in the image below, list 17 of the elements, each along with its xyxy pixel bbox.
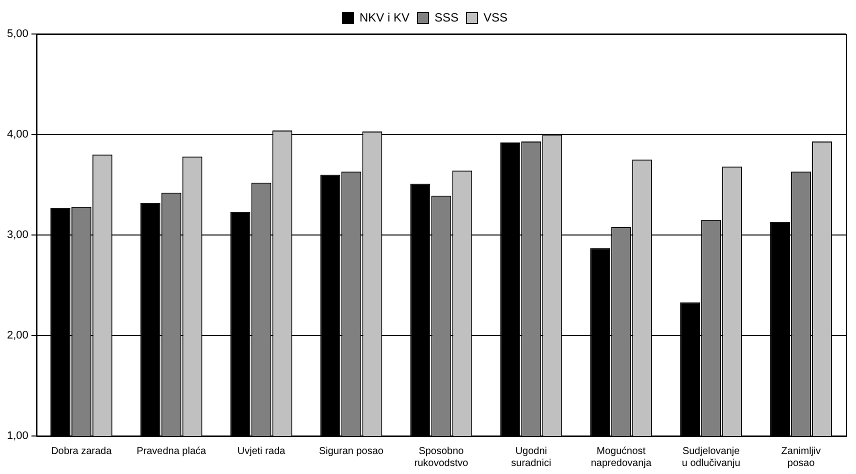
- x-tick-label: Ugodni suradnici: [511, 446, 552, 469]
- legend-label: NKV i KV: [359, 10, 410, 24]
- legend-label: VSS: [484, 10, 508, 24]
- y-tick-label: 2,00: [6, 330, 28, 342]
- y-tick-label: 3,00: [6, 229, 28, 242]
- x-tick-label: Mogućnost napredovanja: [590, 446, 652, 469]
- y-tick-label: 4,00: [6, 128, 28, 141]
- x-tick-label: Sposobno rukovodstvo: [414, 446, 469, 469]
- x-tick-label: Zanimljiv posao: [781, 446, 821, 469]
- x-tick-label: Dobra zarada: [51, 446, 112, 457]
- x-tick-label: Sudjelovanje u odlučivanju: [682, 446, 740, 469]
- legend-label: SSS: [434, 10, 459, 24]
- x-tick-label: Uvjeti rada: [237, 446, 286, 457]
- y-tick-label: 1,00: [6, 430, 28, 442]
- x-tick-label: Siguran posao: [319, 446, 384, 457]
- x-tick-label: Pravedna plaća: [136, 446, 207, 457]
- y-tick-label: 5,00: [6, 28, 28, 40]
